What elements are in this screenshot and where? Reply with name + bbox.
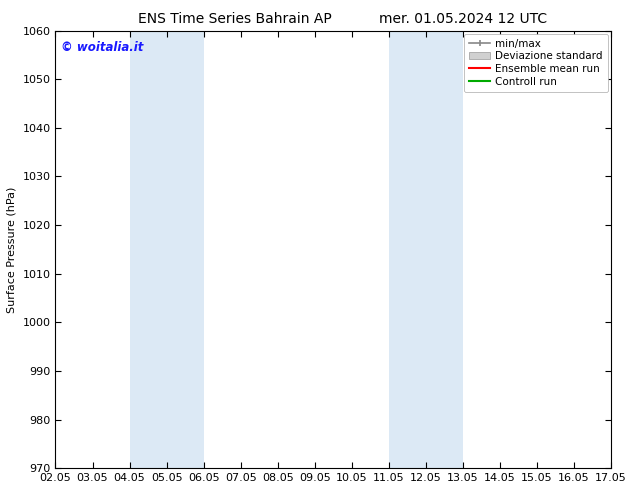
Legend: min/max, Deviazione standard, Ensemble mean run, Controll run: min/max, Deviazione standard, Ensemble m… — [464, 34, 608, 92]
Bar — [389, 30, 463, 468]
Text: ENS Time Series Bahrain AP: ENS Time Series Bahrain AP — [138, 12, 332, 26]
Y-axis label: Surface Pressure (hPa): Surface Pressure (hPa) — [7, 186, 17, 313]
Text: © woitalia.it: © woitalia.it — [61, 42, 143, 54]
Bar — [129, 30, 204, 468]
Text: mer. 01.05.2024 12 UTC: mer. 01.05.2024 12 UTC — [378, 12, 547, 26]
